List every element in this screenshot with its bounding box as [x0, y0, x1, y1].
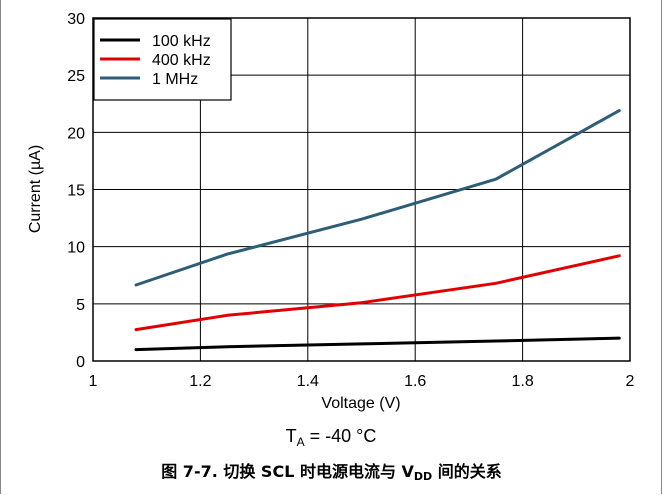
caption-subscript: DD — [413, 470, 433, 483]
temperature-subscript: A — [297, 435, 305, 449]
x-tick-label: 1 — [89, 373, 98, 390]
y-tick-labels: 0 5 10 15 20 25 30 — [67, 11, 85, 371]
plot-area-border — [92, 17, 631, 362]
figure-caption: 图 7-7. 切换 SCL 时电源电流与 VDD 间的关系 — [0, 458, 663, 483]
y-tick-label: 0 — [76, 354, 85, 371]
x-axis-label: Voltage (V) — [321, 395, 400, 412]
y-tick-label: 15 — [67, 183, 85, 200]
legend-label: 400 kHz — [152, 52, 211, 69]
legend-label: 100 kHz — [152, 33, 211, 50]
x-tick-label: 1.8 — [511, 373, 533, 390]
legend-label: 1 MHz — [152, 71, 198, 88]
temperature-condition: TA = -40 °C — [286, 426, 377, 449]
x-tick-label: 1.4 — [297, 373, 319, 390]
y-tick-label: 25 — [67, 68, 85, 85]
y-tick-label: 30 — [67, 11, 85, 28]
legend: 100 kHz 400 kHz 1 MHz — [93, 18, 232, 101]
series-line-100-khz — [134, 336, 621, 352]
series-line-1-mhz — [134, 109, 621, 287]
x-tick-label: 1.2 — [189, 373, 211, 390]
y-tick-label: 10 — [67, 240, 85, 257]
x-tick-label: 1.6 — [404, 373, 426, 390]
series-layer — [134, 109, 621, 352]
y-tick-label: 20 — [67, 125, 85, 142]
x-tick-labels: 1 1.2 1.4 1.6 1.8 2 — [89, 373, 635, 390]
temperature-value: = -40 °C — [305, 426, 377, 446]
y-tick-label: 5 — [76, 297, 85, 314]
temperature-symbol: T — [286, 426, 297, 446]
y-axis-label: Current (µA) — [27, 145, 44, 233]
caption-prefix: 图 7-7. 切换 SCL 时电源电流与 V — [161, 462, 414, 481]
caption-suffix: 间的关系 — [432, 462, 502, 481]
x-tick-label: 2 — [626, 373, 635, 390]
series-line-400-khz — [134, 254, 621, 332]
